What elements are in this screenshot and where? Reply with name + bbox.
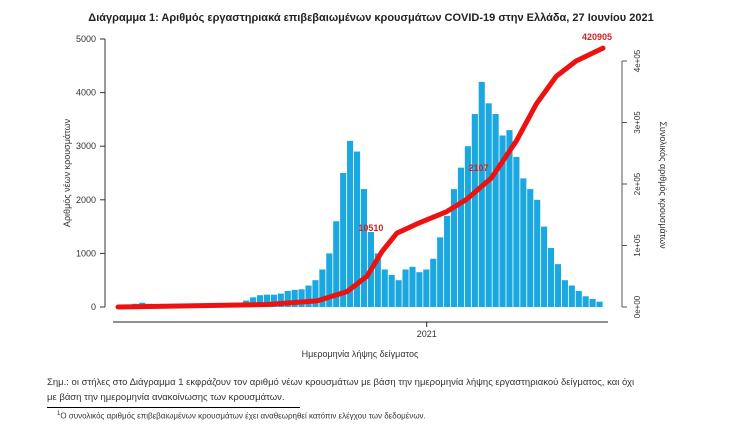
footnote-text: Ο συνολικός αριθμός επιβεβαιωμένων κρουσ… (60, 411, 426, 421)
bar (464, 146, 471, 307)
bar (437, 237, 444, 307)
bar (547, 248, 555, 307)
cumulative-line (115, 45, 606, 310)
bar (450, 189, 458, 307)
y-tick-label: 1000 (76, 248, 96, 258)
bar (541, 226, 548, 307)
bar (284, 290, 291, 307)
bar (568, 285, 575, 307)
y-tick-label: 2000 (76, 195, 96, 205)
bar (263, 294, 271, 307)
bar (256, 295, 264, 307)
bar (423, 269, 430, 307)
bar (527, 189, 534, 307)
bar (596, 301, 603, 307)
annotation-label: 420905 (582, 32, 612, 42)
bar (506, 130, 513, 307)
annotation-label: 10510 (358, 223, 383, 233)
bar (492, 114, 499, 307)
bar (250, 297, 257, 307)
bar (360, 189, 368, 307)
bar (520, 178, 527, 307)
bar (305, 285, 312, 307)
bar (485, 103, 492, 307)
y2-tick-label: 2e+05 (633, 172, 642, 195)
bar (291, 289, 298, 307)
bar (582, 296, 589, 307)
y2-tick-label: 3e+05 (633, 111, 642, 134)
y2-tick-label: 1e+05 (633, 234, 642, 257)
bar (554, 264, 562, 307)
bar (340, 173, 347, 307)
bar (471, 114, 478, 307)
bar (319, 269, 326, 307)
bar (298, 289, 305, 307)
bar (388, 274, 395, 307)
bar (270, 294, 277, 307)
y-tick-label: 3000 (76, 141, 96, 151)
y2-axis-label: Συνολικός αριθμός κρουσμάτων (658, 121, 668, 249)
bar (416, 272, 423, 307)
x-axis-label: Ημερομηνία λήψης δείγματος (302, 349, 419, 359)
bar (395, 280, 402, 307)
y2-tick-label: 0e+00 (633, 295, 642, 318)
bar (575, 290, 582, 307)
y-axis-label: Αριθμός νέων κρουσμάτων (62, 118, 72, 227)
footnote: 1Ο συνολικός αριθμός επιβεβαιωμένων κρου… (57, 411, 426, 421)
bar (312, 280, 319, 307)
x-tick-label: 2021 (417, 329, 437, 339)
bar (444, 215, 451, 307)
footnote-divider (47, 407, 300, 408)
chart: 0 1000 2000 3000 4000 5000 Αριθμός νέων κρουσμ… (62, 32, 668, 359)
bar (277, 293, 284, 307)
bar (513, 156, 520, 307)
bar (478, 81, 485, 307)
annotation-label: 2107 (468, 163, 488, 173)
bar (353, 151, 361, 307)
bar (430, 258, 437, 307)
y-tick-label: 0 (91, 302, 96, 312)
bar (457, 167, 465, 307)
y2-tick-label: 4e+05 (633, 49, 642, 72)
footnote-mark: 1 (57, 411, 61, 417)
bar (402, 269, 409, 307)
note-line-2: με βάση την ημερομηνία ανακοίνωσης των κ… (47, 392, 285, 403)
bar (589, 298, 596, 307)
bar (499, 135, 506, 307)
y-tick-label: 4000 (76, 88, 96, 98)
bar (347, 140, 354, 307)
bar (409, 266, 416, 307)
bar (374, 253, 381, 307)
bar (561, 280, 568, 307)
bar (333, 221, 340, 307)
chart-title: Διάγραμμα 1: Αριθμός εργαστηριακά επιβεβ… (88, 12, 654, 24)
y-tick-label: 5000 (76, 34, 96, 44)
note-line-1: Σημ.: οι στήλες στο Διάγραμμα 1 εκφράζου… (47, 377, 635, 388)
bar (534, 199, 541, 307)
bar (326, 253, 333, 307)
bar (381, 269, 388, 307)
